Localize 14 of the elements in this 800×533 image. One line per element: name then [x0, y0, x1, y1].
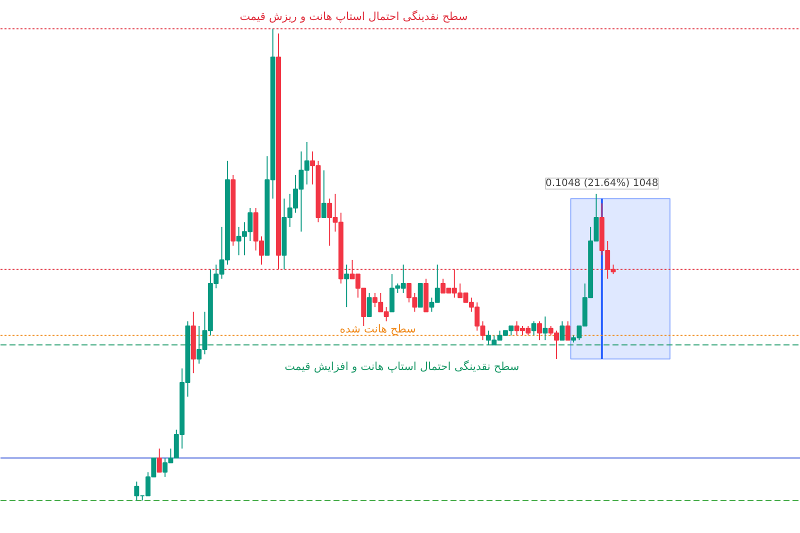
candlestick — [344, 264, 350, 308]
ref-line-label: سطح نقدینگی احتمال استاپ هانت و ریزش قیمت — [240, 10, 468, 24]
candlestick — [156, 448, 162, 473]
candlestick — [366, 292, 372, 318]
ref-line-label: سطح نقدینگی احتمال استاپ هانت و افزایش قیمت — [284, 360, 520, 374]
candlestick — [542, 316, 548, 341]
candlestick — [418, 283, 423, 308]
band-label: 0.1048 (21.64%) 1048 — [546, 178, 658, 190]
candlestick — [537, 320, 542, 341]
candlestick — [321, 170, 326, 218]
candlestick — [560, 320, 565, 341]
candlestick — [565, 320, 570, 341]
ref-line-label: سطح هانت شده — [340, 322, 416, 336]
candlestick — [531, 320, 536, 336]
